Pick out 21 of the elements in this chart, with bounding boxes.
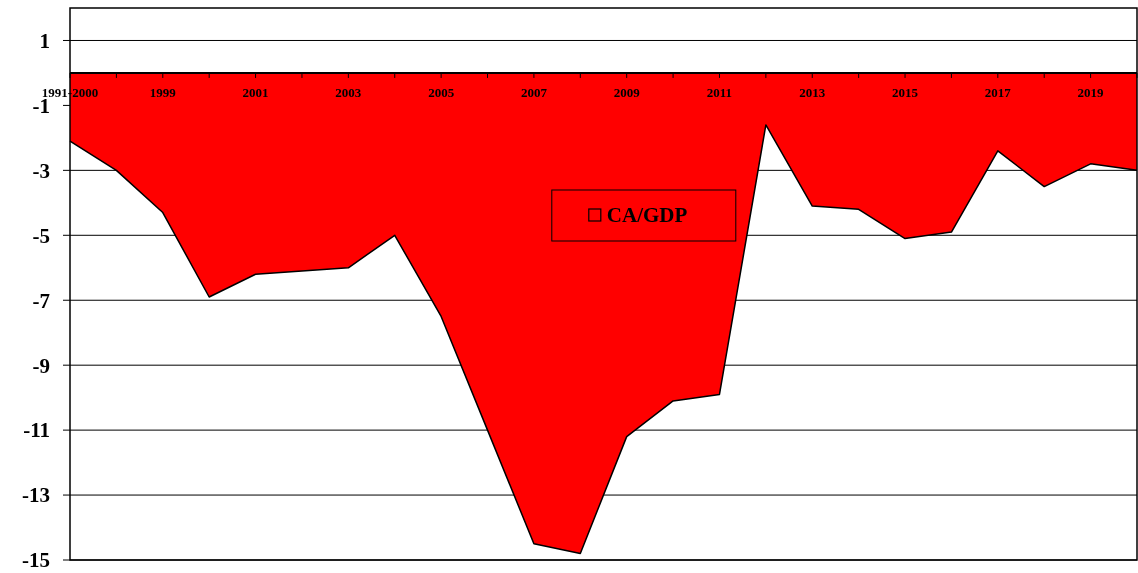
x-tick-label: 2003	[335, 84, 362, 100]
y-tick-label: -13	[22, 483, 50, 508]
y-tick-label: -15	[22, 548, 50, 573]
x-tick-label: 2005	[428, 84, 455, 100]
y-tick-label: 1	[39, 28, 50, 53]
x-tick-label: 2013	[799, 84, 826, 100]
x-tick-label: 2009	[613, 84, 641, 100]
legend-label: CA/GDP	[606, 203, 688, 228]
x-tick-label: 2007	[520, 84, 548, 100]
x-tick-label: 1999	[149, 84, 177, 100]
x-tick-label: 2001	[242, 84, 269, 100]
x-tick-label: 1991-2000	[41, 84, 99, 100]
x-tick-label: 2011	[706, 84, 733, 100]
x-tick-label: 2019	[1077, 84, 1105, 100]
x-tick-label: 2017	[984, 84, 1012, 100]
y-tick-label: -9	[32, 353, 50, 378]
y-tick-label: -11	[23, 418, 50, 443]
y-tick-label: -7	[32, 288, 50, 313]
x-tick-label: 2015	[892, 84, 919, 100]
y-tick-label: -5	[32, 223, 50, 248]
y-tick-label: -3	[32, 158, 50, 183]
